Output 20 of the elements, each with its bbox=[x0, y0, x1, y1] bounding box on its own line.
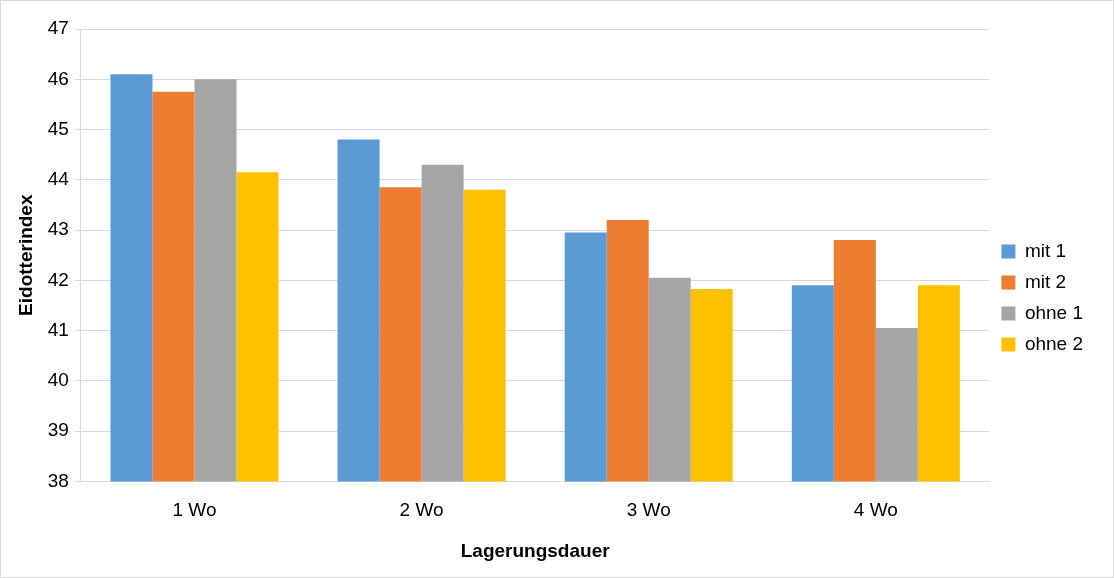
y-tick-label: 47 bbox=[47, 17, 69, 39]
x-axis-title: Lagerungsdauer bbox=[460, 539, 611, 561]
x-tick-label: 2 Wo bbox=[399, 499, 444, 521]
y-tick-label: 42 bbox=[47, 268, 69, 290]
y-tick-label: 46 bbox=[47, 67, 69, 89]
y-tick-label: 44 bbox=[47, 168, 70, 190]
x-tick-label: 4 Wo bbox=[853, 499, 898, 521]
y-tick-label: 38 bbox=[47, 469, 69, 491]
y-tick-label: 43 bbox=[47, 218, 69, 240]
legend-label: mit 1 bbox=[1024, 239, 1067, 261]
y-tick-label: 39 bbox=[47, 419, 69, 441]
y-tick-label: 41 bbox=[47, 318, 69, 340]
x-tick-label: 3 Wo bbox=[626, 499, 671, 521]
y-tick-label: 45 bbox=[47, 117, 69, 139]
legend-label: ohne 1 bbox=[1024, 301, 1084, 323]
y-tick-label: 40 bbox=[47, 369, 69, 391]
legend-label: ohne 2 bbox=[1024, 332, 1084, 354]
x-tick-label: 1 Wo bbox=[172, 499, 217, 521]
y-axis-title: Eidotterindex bbox=[14, 194, 36, 316]
legend-label: mit 2 bbox=[1024, 270, 1067, 292]
